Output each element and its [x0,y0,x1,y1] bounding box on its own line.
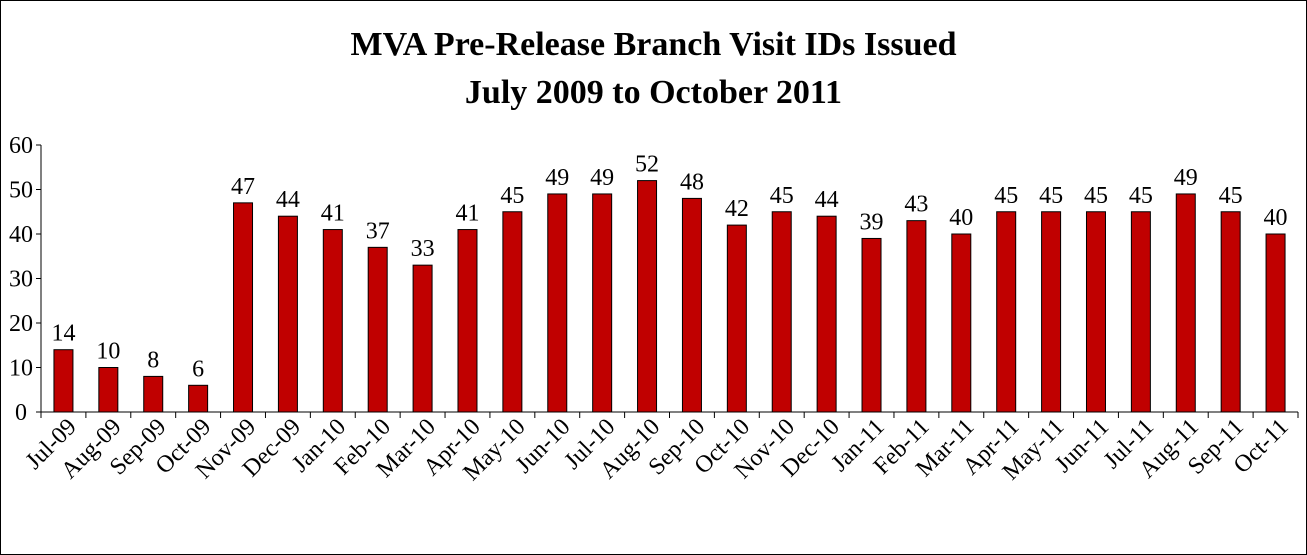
bar [1041,211,1062,413]
data-label: 44 [276,187,300,213]
bar [861,237,882,413]
data-label: 45 [1129,183,1153,209]
data-label: 14 [51,321,75,347]
y-tick-label: 0 [15,400,27,426]
bar [98,367,119,413]
data-label: 40 [949,205,973,231]
chart-title: MVA Pre-Release Branch Visit IDs Issued [350,26,957,63]
data-label: 47 [231,174,255,200]
bar [681,197,702,413]
bar [1175,193,1196,413]
bar [1130,211,1151,413]
data-label: 39 [860,209,884,235]
data-label: 37 [366,218,390,244]
bar [233,202,254,413]
bar [1085,211,1106,413]
bar [816,215,837,413]
bar [367,246,388,413]
y-tick-label: 10 [9,356,33,382]
bar [906,220,927,413]
y-tick-label: 30 [9,267,33,293]
bar [951,233,972,413]
bar [143,375,164,413]
data-label: 41 [321,201,345,227]
data-label: 8 [147,347,159,373]
bar [322,229,343,413]
bar [53,349,74,413]
bar [457,229,478,413]
data-label: 49 [1174,165,1198,191]
data-label: 52 [635,152,659,178]
bar [547,193,568,413]
data-label: 45 [500,183,524,209]
bar [637,180,658,413]
data-label: 6 [192,356,204,382]
data-label: 10 [96,339,120,365]
bar [771,211,792,413]
bar [1265,233,1286,413]
data-label: 43 [904,192,928,218]
data-label: 44 [815,187,839,213]
bar [502,211,523,413]
bar [412,264,433,413]
bar [592,193,613,413]
data-label: 45 [770,183,794,209]
data-label: 41 [455,201,479,227]
y-tick-label: 40 [9,222,33,248]
data-label: 48 [680,169,704,195]
data-label: 49 [545,165,569,191]
data-label: 45 [1219,183,1243,209]
data-label: 42 [725,196,749,222]
y-tick-label: 20 [9,311,33,337]
bar [996,211,1017,413]
data-label: 45 [1039,183,1063,209]
bar [277,215,298,413]
data-label: 33 [411,236,435,262]
bar [188,384,209,413]
bar [726,224,747,413]
chart-subtitle: July 2009 to October 2011 [464,74,843,111]
y-tick-label: 50 [9,178,33,204]
data-label: 45 [994,183,1018,209]
y-tick-label: 60 [9,133,33,159]
bar [1220,211,1241,413]
data-label: 49 [590,165,614,191]
data-label: 45 [1084,183,1108,209]
data-label: 40 [1264,205,1288,231]
